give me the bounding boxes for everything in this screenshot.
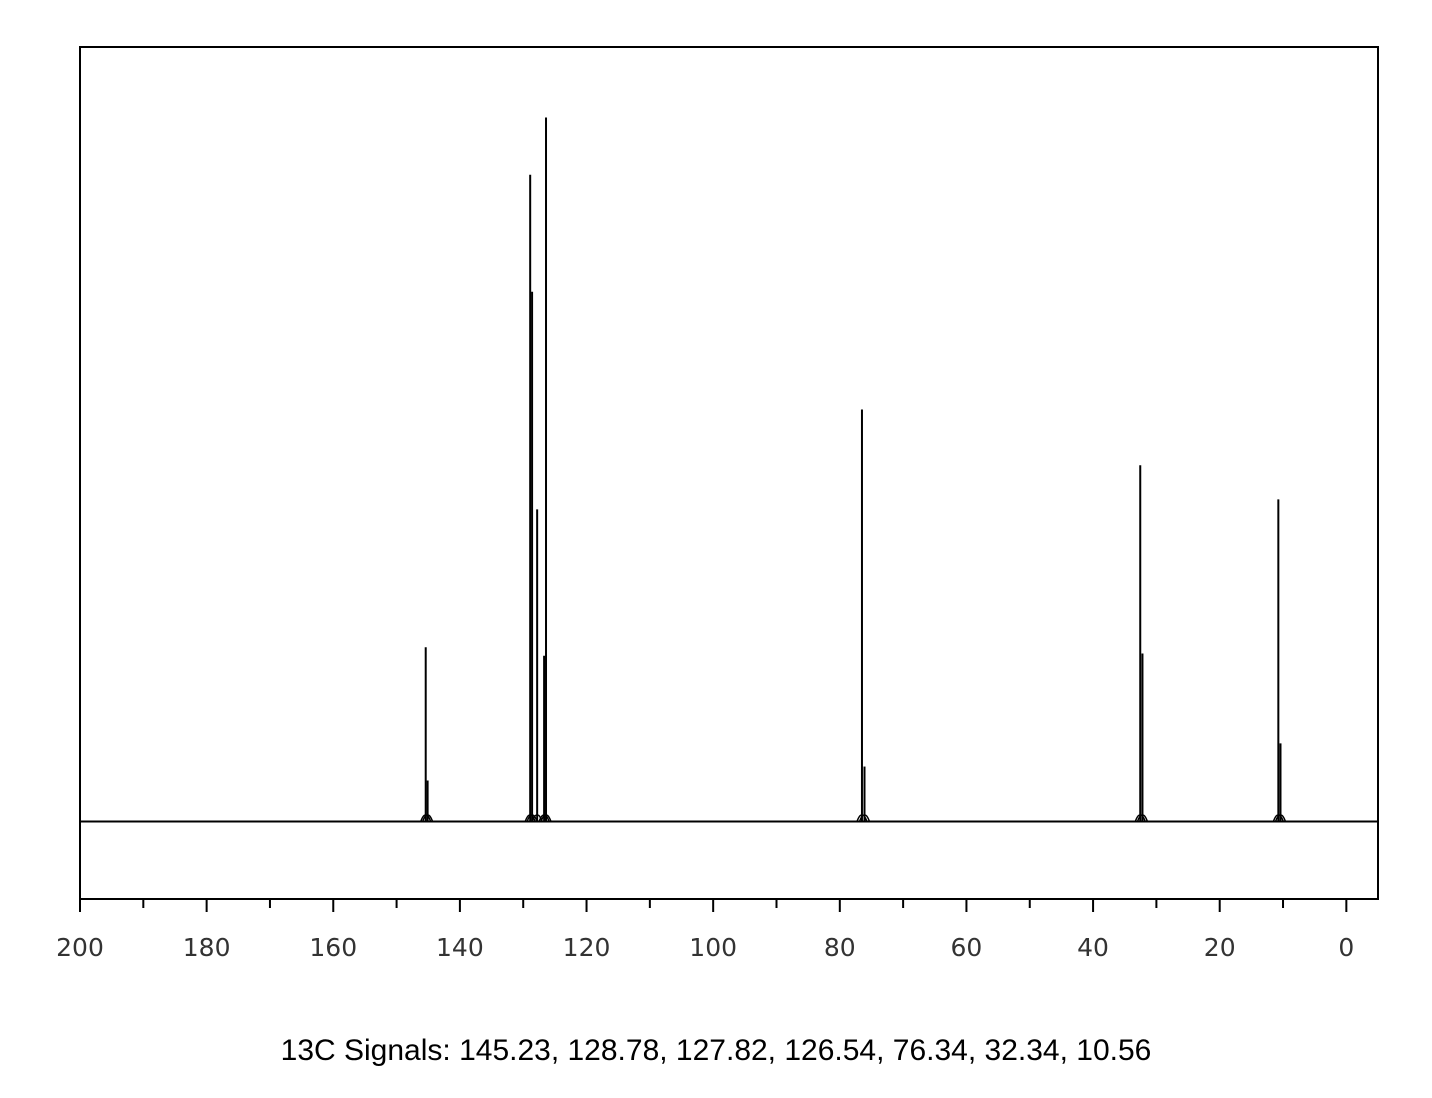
plot-frame [79, 46, 1379, 900]
x-tick-label: 160 [309, 933, 357, 962]
x-tick-label: 80 [824, 933, 856, 962]
x-tick-label: 20 [1204, 933, 1236, 962]
x-tick-label: 180 [183, 933, 231, 962]
x-tick-label: 40 [1077, 933, 1109, 962]
x-tick-label: 60 [951, 933, 983, 962]
x-tick-label: 200 [56, 933, 104, 962]
x-tick-label: 100 [689, 933, 737, 962]
x-tick-label: 0 [1338, 933, 1354, 962]
caption: 13C Signals: 145.23, 128.78, 127.82, 126… [281, 1034, 1152, 1067]
x-tick-label: 140 [436, 933, 484, 962]
x-tick-label: 120 [563, 933, 611, 962]
